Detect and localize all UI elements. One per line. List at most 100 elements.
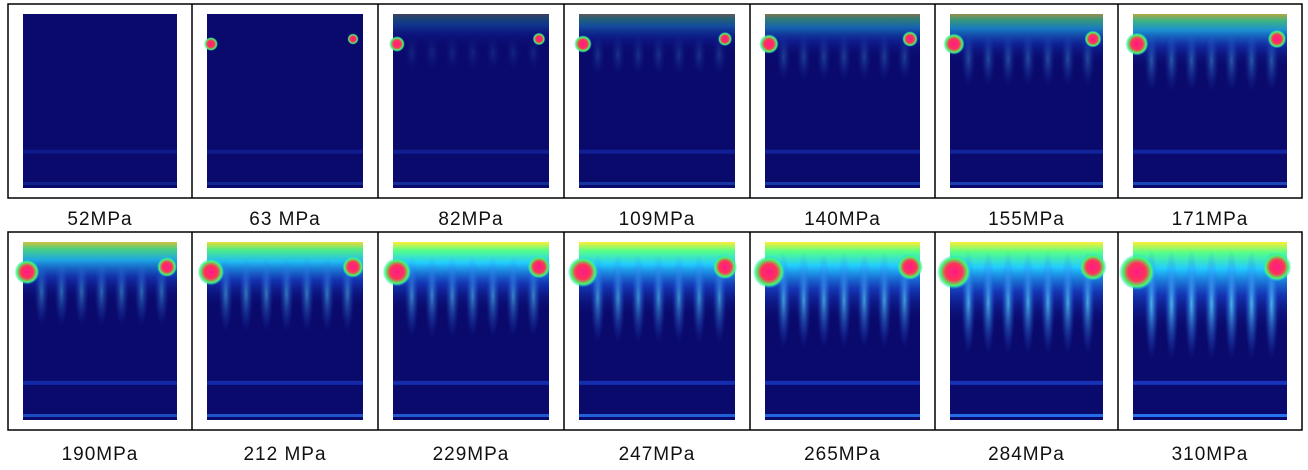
pressure-label: 140MPa [804,209,881,230]
heat-streak [465,35,480,70]
heat-streak [857,252,872,349]
pressure-label: 190MPa [62,444,139,465]
heat-streak [94,257,109,327]
heat-streak [611,34,625,76]
hot-spot [759,34,779,54]
image-base-line [1133,414,1287,417]
heat-streak [857,32,872,81]
image-bottom-band [393,149,549,154]
heat-streak [981,31,996,87]
pressure-label: 109MPa [619,209,696,230]
heat-streak [1224,30,1239,92]
heat-streak [837,252,852,349]
image-base-line [23,414,177,417]
hot-spot [902,31,918,47]
image-bottom-band [23,149,177,154]
hot-spot [717,31,733,47]
image-bottom-band [1133,149,1287,154]
thermal-image [197,242,364,420]
heat-streak [1060,31,1075,87]
pressure-label: 265MPa [804,444,881,465]
heat-streak [54,257,69,327]
image-bottom-band [207,149,363,154]
image-base-line [393,414,549,417]
heat-streak [445,254,460,338]
image-bottom-band [765,380,920,385]
image-base-line [1133,182,1287,185]
image-base-line [207,414,363,417]
hot-spot [936,254,972,290]
image-base-line [950,182,1103,185]
heat-streak [671,34,686,76]
heat-streak [796,252,811,349]
hot-spot [14,259,40,285]
thermal-image [1119,242,1292,420]
thermal-image [382,242,551,420]
row-frame [7,231,1303,431]
heat-streak [816,252,831,349]
heat-streak [1040,250,1055,354]
hot-spot [527,255,551,279]
heat-streak [114,257,129,327]
heat-streak [651,34,666,76]
heat-streak [1164,249,1179,360]
heat-streak [465,254,480,338]
pressure-label: 52MPa [67,209,132,230]
image-base-line [393,182,549,185]
heat-streak [1040,31,1055,87]
heat-streak [1184,30,1199,92]
image-base-line [765,414,920,417]
image-bottom-band [1133,380,1287,385]
thermal-image [389,14,549,188]
pressure-label: 284MPa [988,444,1065,465]
heat-streak [425,254,439,338]
hot-spot [1125,32,1149,56]
image-base-line [765,182,920,185]
image-bottom-band [579,149,735,154]
pressure-label: 82MPa [438,209,503,230]
thermal-image [1125,14,1287,188]
heat-streak [1244,249,1259,360]
heat-streak [837,32,852,81]
pressure-label: 247MPa [619,444,696,465]
hot-spot [897,254,923,280]
heat-streak [320,256,335,332]
heat-streak [776,32,791,81]
image-bottom-band [23,380,177,385]
heat-streak [590,34,605,76]
image-base-line [579,414,735,417]
hot-spot [567,256,599,288]
heat-streak [651,253,666,343]
thermal-image [936,242,1107,420]
thermal-image [204,14,363,188]
heat-streak [279,256,294,332]
heat-streak [1001,250,1016,354]
image-bottom-band [765,149,920,154]
thermal-image [943,14,1103,188]
hot-spot [197,258,225,286]
heat-streak [134,257,149,327]
heat-streak [1021,250,1036,354]
hot-spot [204,37,218,51]
pressure-label: 229MPa [433,444,510,465]
image-bottom-band [579,380,735,385]
pressure-label: 171MPa [1172,209,1249,230]
heat-streak [796,32,811,81]
hot-spot [943,33,965,55]
thermal-image [14,242,177,420]
heat-streak [239,256,253,332]
heat-streak [877,252,892,349]
heat-streak [404,35,419,70]
heat-streak [259,256,274,332]
heat-streak [877,32,892,81]
hot-spot [157,257,177,277]
thermal-image [23,14,177,188]
hot-spot [342,256,364,278]
image-background [23,14,177,188]
heat-streak [816,32,831,81]
hot-spot [712,254,738,280]
image-bottom-band [950,149,1103,154]
heat-streak [631,34,646,76]
thermal-image [567,242,738,420]
